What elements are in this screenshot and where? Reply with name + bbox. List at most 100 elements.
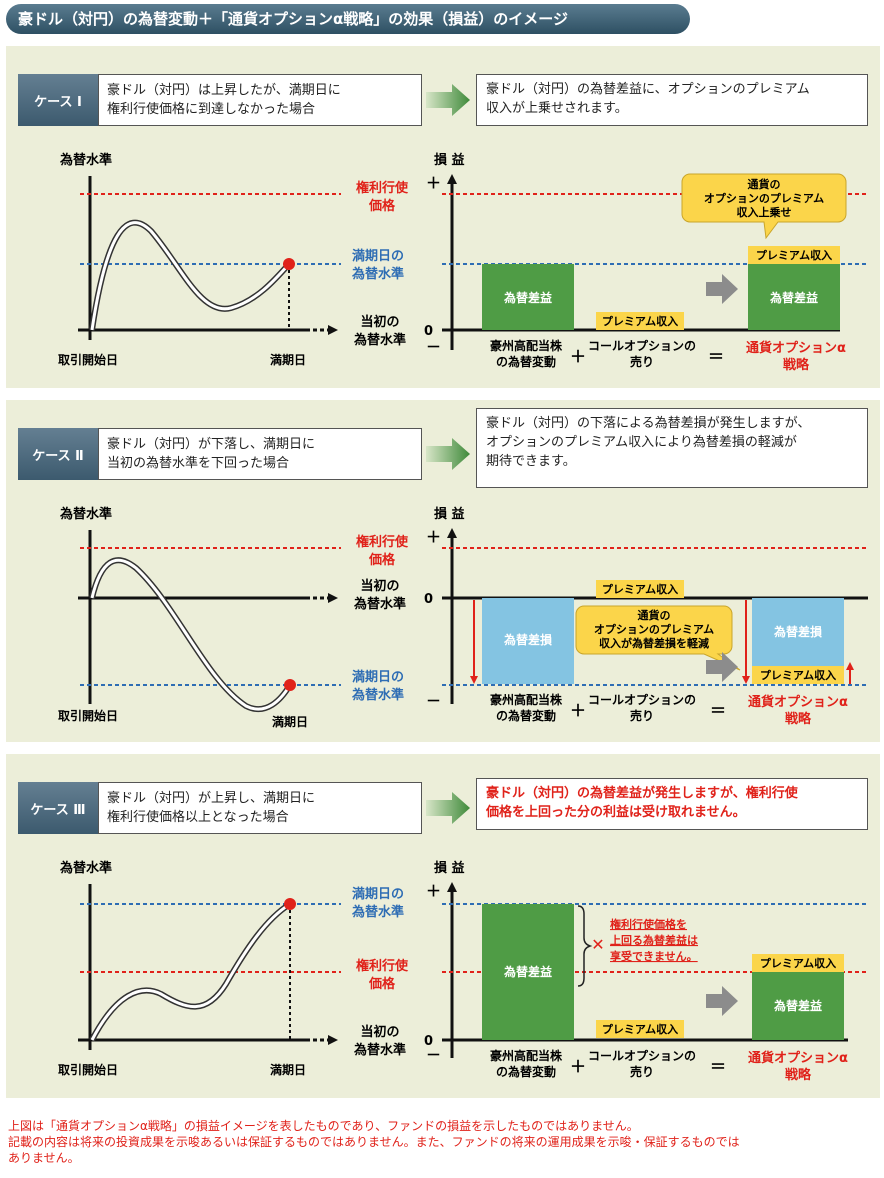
aud-label-2: の為替変動 xyxy=(496,1064,556,1079)
result-arrow-icon xyxy=(706,986,738,1016)
result-premium-bar xyxy=(748,246,840,264)
fx-path-inner xyxy=(90,902,291,1041)
call-label-2: 売り xyxy=(630,708,654,723)
plus-operator: ＋ xyxy=(570,1057,586,1076)
call-label-1: コールオプションの xyxy=(588,338,696,353)
case3-desc-line2: 権利行使価格以上となった場合 xyxy=(107,810,289,825)
fx-loss-bar xyxy=(482,598,574,684)
callout-line3: 収入が為替差損を軽減 xyxy=(599,636,709,650)
x-axis-arrow-icon xyxy=(328,325,338,335)
strategy-label-2: 戦略 xyxy=(785,711,812,727)
plus-operator: ＋ xyxy=(570,701,586,720)
strike-label-2: 価格 xyxy=(368,976,396,992)
loss-arrow-head-icon xyxy=(470,676,478,684)
premium-label: プレミアム収入 xyxy=(602,582,678,596)
minus-label: － xyxy=(426,338,441,356)
strike-label-2: 価格 xyxy=(368,198,396,214)
maturity-level-label-2: 為替水準 xyxy=(352,266,404,282)
result-gain-bar xyxy=(752,972,844,1040)
maturity-day-label: 満期日 xyxy=(270,1062,306,1077)
maturity-level-label-1: 満期日の xyxy=(352,669,404,685)
strike-label-1: 権利行使 xyxy=(356,534,409,550)
call-label-2: 売り xyxy=(630,1064,654,1079)
fx-gain-label: 為替差益 xyxy=(504,290,552,305)
fx-gain-bar xyxy=(482,904,574,1040)
fx-path-inner xyxy=(90,558,292,711)
result-premium-bar xyxy=(752,666,844,684)
initial-level-label-2: 為替水準 xyxy=(354,596,406,612)
maturity-point xyxy=(284,898,296,910)
aud-label-2: の為替変動 xyxy=(496,354,556,369)
footnote-line1: 上図は「通貨オプションα戦略」の損益イメージを表したものであり、ファンドの損益を… xyxy=(8,1119,639,1133)
case1-result-line2: 収入が上乗せされます。 xyxy=(486,101,628,116)
footnote-line3: ありません。 xyxy=(8,1151,80,1165)
result-loss-arrow-head-icon xyxy=(742,676,750,684)
footnote: 上図は「通貨オプションα戦略」の損益イメージを表したものであり、ファンドの損益を… xyxy=(8,1118,880,1166)
case2-result: 豪ドル（対円）の下落による為替差損が発生しますが、 オプションのプレミアム収入に… xyxy=(476,408,868,488)
minus-label: － xyxy=(426,1046,441,1064)
plus-label: ＋ xyxy=(426,882,441,900)
case2-arrow-icon xyxy=(426,438,470,470)
maturity-level-label-2: 為替水準 xyxy=(352,687,404,703)
start-day-label: 取引開始日 xyxy=(58,708,118,723)
fx-path xyxy=(89,219,292,331)
initial-level-label-1: 当初の xyxy=(360,1024,399,1040)
strategy-label-1: 通貨オプションα xyxy=(748,1050,848,1066)
case1-desc-line1: 豪ドル（対円）は上昇したが、満期日に xyxy=(107,83,341,98)
premium-up-arrow-head-icon xyxy=(846,662,854,670)
fx-path xyxy=(89,557,293,713)
premium-label: プレミアム収入 xyxy=(602,1022,678,1036)
case3-result: 豪ドル（対円）の為替差益が発生しますが、権利行使 価格を上回った分の利益は受け取… xyxy=(476,778,868,830)
case3-label: ケース Ⅲ xyxy=(18,782,98,834)
fx-level-label: 為替水準 xyxy=(60,860,112,876)
strategy-label-1: 通貨オプションα xyxy=(746,340,846,356)
result-premium-bar xyxy=(752,954,844,972)
result-premium-label: プレミアム収入 xyxy=(756,248,832,262)
fx-gain-label: 為替差益 xyxy=(504,964,552,979)
case3-arrow-icon xyxy=(426,792,470,824)
pnl-axis-arrow-icon xyxy=(447,882,457,892)
note-line1: 権利行使価格を xyxy=(610,917,687,931)
fx-gain-bar xyxy=(482,264,574,330)
case2-panel: ケース Ⅱ 豪ドル（対円）が下落し、満期日に 当初の為替水準を下回った場合 豪ド… xyxy=(6,400,880,742)
pnl-axis-arrow-icon xyxy=(447,528,457,538)
case1-description: 豪ドル（対円）は上昇したが、満期日に 権利行使価格に到達しなかった場合 xyxy=(98,74,422,126)
case1-panel: ケース Ⅰ 豪ドル（対円）は上昇したが、満期日に 権利行使価格に到達しなかった場… xyxy=(6,46,880,388)
minus-label: － xyxy=(426,692,441,710)
zero-label: 0 xyxy=(424,592,433,607)
callout-bubble xyxy=(681,173,847,240)
fx-level-label: 為替水準 xyxy=(60,152,112,168)
aud-label-1: 豪州高配当株 xyxy=(490,1048,563,1063)
strategy-label-2: 戦略 xyxy=(783,357,810,373)
case2-desc-line2: 当初の為替水準を下回った場合 xyxy=(107,456,290,471)
case3-diagram: 為替水準 取引開始日 満期日 満期日の 為替水準 権利行使 価格 当初の 為替水… xyxy=(58,860,868,1083)
call-label-1: コールオプションの xyxy=(588,692,696,707)
fx-path xyxy=(89,901,292,1042)
case2-result-line2: オプションのプレミアム収入により為替差損の軽減が xyxy=(486,435,797,450)
case3-result-line1: 豪ドル（対円）の為替差益が発生しますが、権利行使 xyxy=(486,786,798,801)
case1-label: ケース Ⅰ xyxy=(18,74,98,126)
strategy-label-1: 通貨オプションα xyxy=(748,694,848,710)
result-arrow-icon xyxy=(706,274,738,304)
initial-level-label-2: 為替水準 xyxy=(354,1042,406,1058)
zero-label: 0 xyxy=(424,324,433,339)
callout-line1: 通貨の xyxy=(638,608,671,622)
maturity-level-label-2: 為替水準 xyxy=(352,904,404,920)
equals-operator: ＝ xyxy=(710,1057,726,1076)
pnl-label: 損 益 xyxy=(434,860,465,876)
premium-bar xyxy=(596,580,684,598)
pnl-label: 損 益 xyxy=(434,506,465,522)
result-loss-bar xyxy=(752,598,844,666)
premium-label: プレミアム収入 xyxy=(602,314,678,328)
plus-label: ＋ xyxy=(426,528,441,546)
premium-bar xyxy=(596,1020,684,1038)
aud-label-1: 豪州高配当株 xyxy=(490,338,563,353)
strike-label-1: 権利行使 xyxy=(356,180,409,196)
case3-result-line2: 価格を上回った分の利益は受け取れません。 xyxy=(486,805,746,820)
result-premium-label: プレミアム収入 xyxy=(760,956,836,970)
equals-operator: ＝ xyxy=(708,347,724,366)
strike-label-2: 価格 xyxy=(368,552,396,568)
maturity-day-label: 満期日 xyxy=(272,714,308,729)
note-line3: 享受できません。 xyxy=(610,949,698,963)
strike-label-1: 権利行使 xyxy=(356,958,409,974)
